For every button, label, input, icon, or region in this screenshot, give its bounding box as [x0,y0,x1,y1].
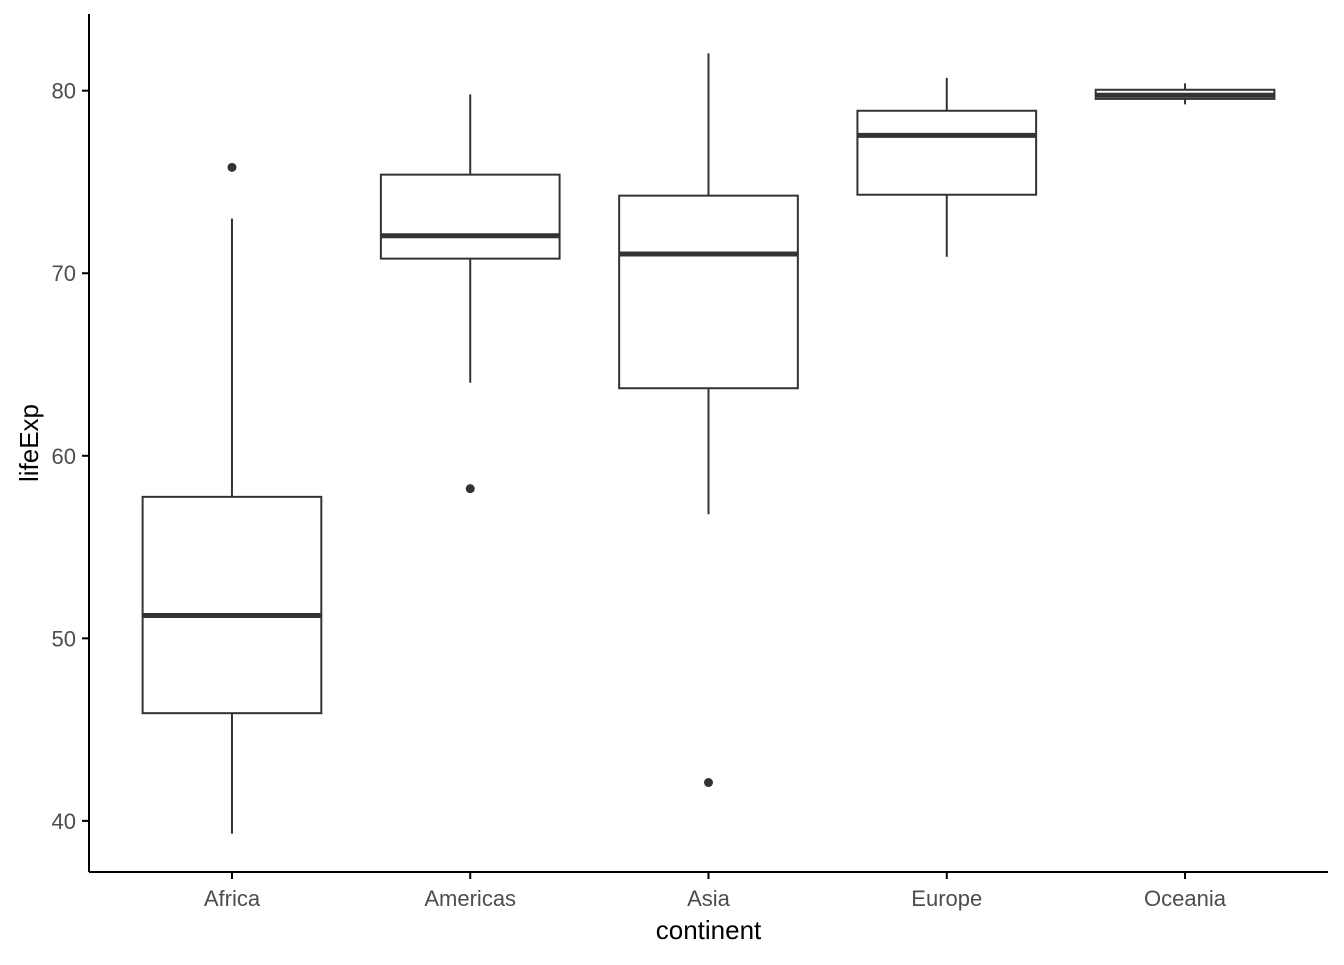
plot-area [141,53,1276,834]
y-tick-label: 60 [52,444,76,469]
y-tick-label: 70 [52,261,76,286]
box-europe [856,77,1038,257]
box-africa [141,162,323,834]
y-axis-title: lifeExp [14,404,44,482]
outlier-point [704,778,713,788]
x-tick-label: Asia [687,886,731,911]
x-tick-label: Americas [424,886,516,911]
x-tick-label: Europe [911,886,982,911]
outlier-point [465,484,475,494]
x-tick-label: Oceania [1144,886,1227,911]
y-tick-label: 40 [52,809,76,834]
box-americas [379,94,561,494]
box-asia [618,53,799,788]
x-axis-title: continent [656,915,762,945]
box-iqr [618,194,799,390]
outlier-point [227,162,237,172]
x-axis-ticks: Africa Americas Asia Europe Oceania [204,872,1227,911]
box-iqr [141,495,323,715]
x-tick-label: Africa [204,886,261,911]
box-iqr [379,173,561,260]
box-oceania [1094,83,1276,105]
y-axis-ticks: 40 50 60 70 80 [52,79,89,834]
box-iqr [856,109,1038,196]
y-tick-label: 50 [52,626,76,651]
y-tick-label: 80 [52,79,76,104]
